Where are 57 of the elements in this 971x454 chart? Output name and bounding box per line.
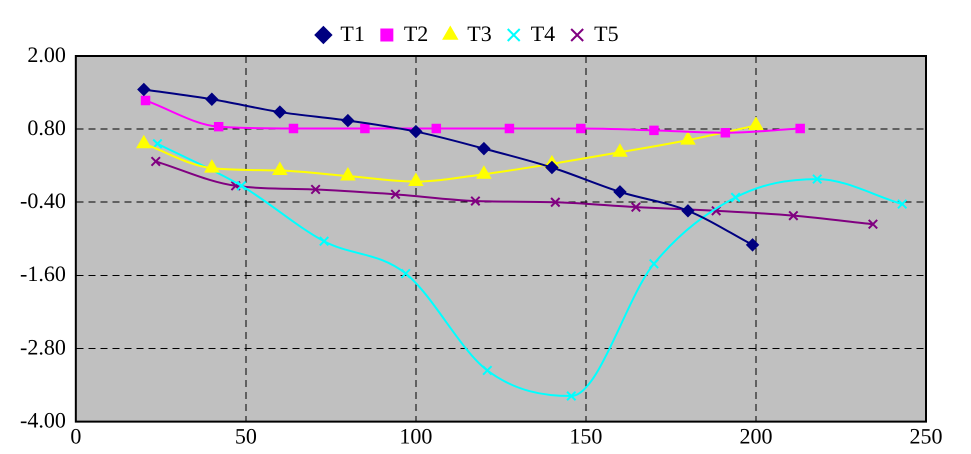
point (896, 198, 908, 210)
point (432, 124, 442, 134)
point (214, 122, 224, 132)
point (150, 156, 161, 167)
point (310, 184, 321, 195)
point (868, 218, 878, 230)
y-tick-label: -4.00 (20, 407, 66, 432)
point (566, 390, 577, 402)
point (318, 236, 330, 246)
point (236, 180, 247, 192)
point (746, 238, 760, 252)
point (273, 106, 286, 119)
point (477, 142, 490, 156)
y-tick-label: -1.60 (20, 261, 66, 286)
point (205, 92, 218, 106)
point (545, 161, 558, 174)
point (390, 189, 401, 200)
point (630, 202, 642, 212)
point (360, 124, 370, 134)
point (470, 196, 481, 206)
point (140, 96, 150, 106)
y-tick-label: 0.80 (27, 114, 66, 140)
point (504, 124, 514, 134)
point (649, 126, 659, 136)
point (576, 124, 586, 134)
point (730, 192, 741, 203)
point (788, 210, 799, 221)
y-tick-label: -0.40 (20, 188, 66, 214)
point (409, 125, 422, 138)
point (550, 197, 561, 208)
y-tick-label: -2.80 (20, 334, 66, 360)
point (482, 365, 493, 376)
point (341, 114, 354, 128)
point (137, 83, 150, 96)
legend-label: T3 (467, 20, 492, 46)
point (152, 138, 163, 149)
point (795, 124, 805, 134)
point (400, 268, 411, 279)
point (288, 124, 298, 134)
point (812, 174, 822, 184)
point (613, 185, 626, 198)
legend-label: T2 (404, 20, 428, 46)
x-tick-label: 200 (739, 424, 772, 449)
x-tick-label: 50 (234, 424, 257, 449)
point (230, 180, 241, 192)
x-tick-label: 100 (399, 424, 432, 449)
x-tick-label: 150 (569, 424, 602, 449)
x-tick-label: 250 (910, 424, 942, 449)
legend-label: T1 (340, 20, 365, 46)
y-tick-label: 2.00 (27, 42, 66, 67)
point (710, 206, 722, 216)
legend-label: T5 (594, 20, 619, 46)
point (681, 204, 694, 218)
point (720, 128, 730, 138)
x-tick-label: 0 (70, 424, 82, 449)
legend-label: T4 (530, 20, 556, 46)
point (648, 258, 660, 270)
